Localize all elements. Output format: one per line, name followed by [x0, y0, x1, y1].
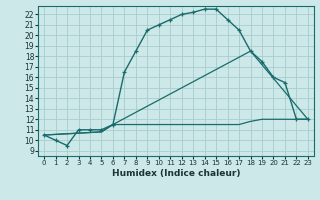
X-axis label: Humidex (Indice chaleur): Humidex (Indice chaleur) [112, 169, 240, 178]
